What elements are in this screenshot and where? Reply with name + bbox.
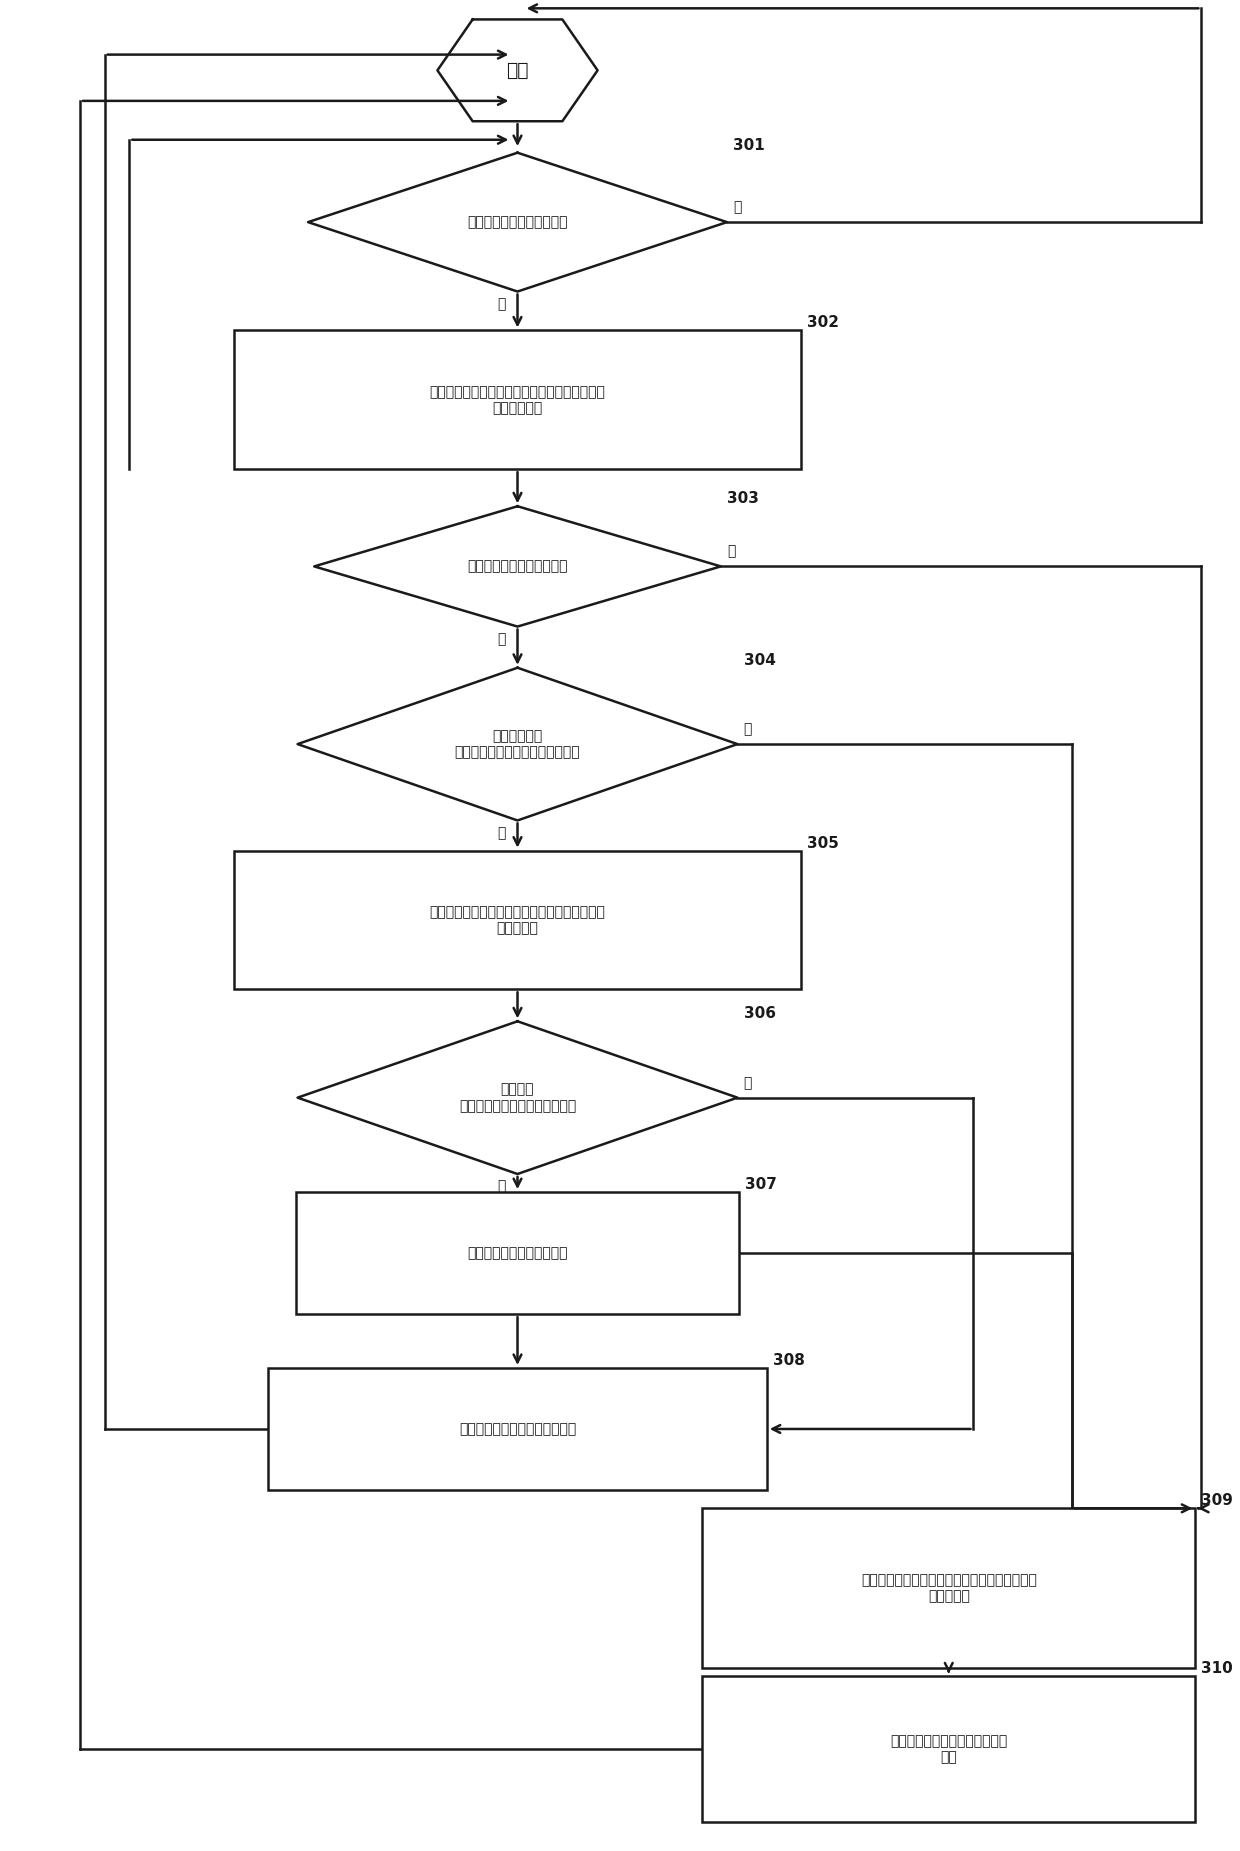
Polygon shape <box>298 668 738 820</box>
Text: 308: 308 <box>773 1353 805 1368</box>
Text: 307: 307 <box>745 1177 776 1192</box>
Polygon shape <box>438 20 598 122</box>
Text: 将风扇的转速调至第一转速: 将风扇的转速调至第一转速 <box>467 1246 568 1261</box>
Text: 302: 302 <box>807 315 839 331</box>
Bar <box>268 1368 766 1490</box>
Bar <box>234 331 801 468</box>
Text: 310: 310 <box>1202 1662 1233 1677</box>
Polygon shape <box>314 507 720 627</box>
Text: 是: 是 <box>497 826 505 840</box>
Text: 开始: 开始 <box>506 61 528 80</box>
Text: 当前人体个数
不为零的时间是否超过设定时长？: 当前人体个数 不为零的时间是否超过设定时长？ <box>455 729 580 759</box>
Text: 否: 否 <box>727 544 735 559</box>
Text: 305: 305 <box>807 835 839 851</box>
Bar <box>702 1509 1195 1668</box>
Text: 303: 303 <box>727 491 759 507</box>
Text: 是: 是 <box>497 296 505 311</box>
Text: 将空调室外机的风扇的当前转速减去设定值，得
到第一转速: 将空调室外机的风扇的当前转速减去设定值，得 到第一转速 <box>429 905 605 935</box>
Text: 是否达到定时检测的时间？: 是否达到定时检测的时间？ <box>467 215 568 230</box>
Polygon shape <box>298 1022 738 1174</box>
Text: 309: 309 <box>1202 1494 1234 1509</box>
Text: 否: 否 <box>733 200 742 215</box>
Text: 通过超声波传感器获取空调室外机设定范围内的
当前人体个数: 通过超声波传感器获取空调室外机设定范围内的 当前人体个数 <box>429 385 605 415</box>
Text: 否: 否 <box>744 722 751 737</box>
Bar <box>234 851 801 988</box>
Text: 将风扇的转速调至设定最低转速: 将风扇的转速调至设定最低转速 <box>459 1422 577 1436</box>
Text: 306: 306 <box>744 1007 775 1022</box>
Text: 是: 是 <box>497 633 505 646</box>
Bar <box>702 1677 1195 1821</box>
Bar <box>296 1192 739 1314</box>
Text: 将风扇的转速调至已保存的起始转速，并发出语
音提示信息: 将风扇的转速调至已保存的起始转速，并发出语 音提示信息 <box>861 1573 1037 1603</box>
Text: 将风扇的转速调至已保存的起始
转速: 将风扇的转速调至已保存的起始 转速 <box>890 1734 1007 1764</box>
Text: 304: 304 <box>744 653 775 668</box>
Polygon shape <box>308 154 727 292</box>
Text: 当前人体个数是否不为零？: 当前人体个数是否不为零？ <box>467 559 568 574</box>
Text: 第一转速
是否大于或等于设定最低转速？: 第一转速 是否大于或等于设定最低转速？ <box>459 1083 577 1112</box>
Text: 301: 301 <box>733 137 765 154</box>
Text: 否: 否 <box>744 1075 751 1090</box>
Text: 是: 是 <box>497 1179 505 1194</box>
